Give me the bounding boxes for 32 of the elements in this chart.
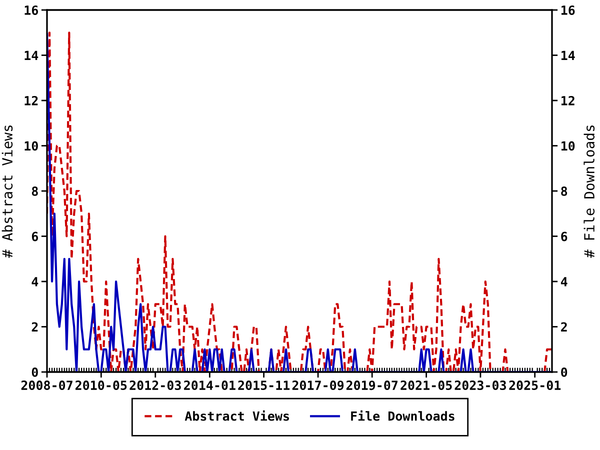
x-tick-label: 2023-03 xyxy=(454,380,506,390)
legend-label: Abstract Views xyxy=(184,410,289,421)
x-tick-label: 2014-01 xyxy=(184,380,236,390)
legend-label: File Downloads xyxy=(351,410,454,421)
x-tick-label: 2017-09 xyxy=(292,380,344,390)
y2-tick-label: 4 xyxy=(560,277,568,286)
y-tick-label: 8 xyxy=(32,186,38,196)
y2-tick-label: 2 xyxy=(561,322,567,332)
y2-tick-label: 8 xyxy=(561,186,568,196)
y-tick-label: 10 xyxy=(24,141,38,151)
y2-tick-label: 12 xyxy=(561,96,574,106)
y2-tick-label: 14 xyxy=(561,50,575,60)
y2-axis-title: # File Downloads xyxy=(584,125,595,258)
x-tick-label: 2025-01 xyxy=(509,380,561,390)
y2-tick-label: 6 xyxy=(561,232,568,242)
y2-tick-label: 16 xyxy=(561,5,575,15)
y-tick-label: 4 xyxy=(32,277,38,286)
y-tick-label: 14 xyxy=(24,50,38,60)
x-tick-label: 2021-05 xyxy=(400,380,452,390)
y2-tick-label: 0 xyxy=(561,367,568,377)
x-tick-label: 2008-07 xyxy=(21,380,72,390)
x-tick-label: 2019-07 xyxy=(346,380,398,390)
y-tick-label: 12 xyxy=(24,96,38,106)
y-axis-title: # Abstract Views xyxy=(2,125,13,258)
x-tick-label: 2010-05 xyxy=(76,380,127,390)
y-tick-label: 6 xyxy=(32,232,38,242)
x-tick-label: 2012-03 xyxy=(130,380,181,390)
y2-tick-label: 10 xyxy=(561,141,575,151)
y-tick-label: 0 xyxy=(32,367,38,377)
y-tick-label: 2 xyxy=(32,322,38,332)
x-tick-label: 2015-11 xyxy=(238,380,290,390)
y-tick-label: 16 xyxy=(24,5,38,15)
